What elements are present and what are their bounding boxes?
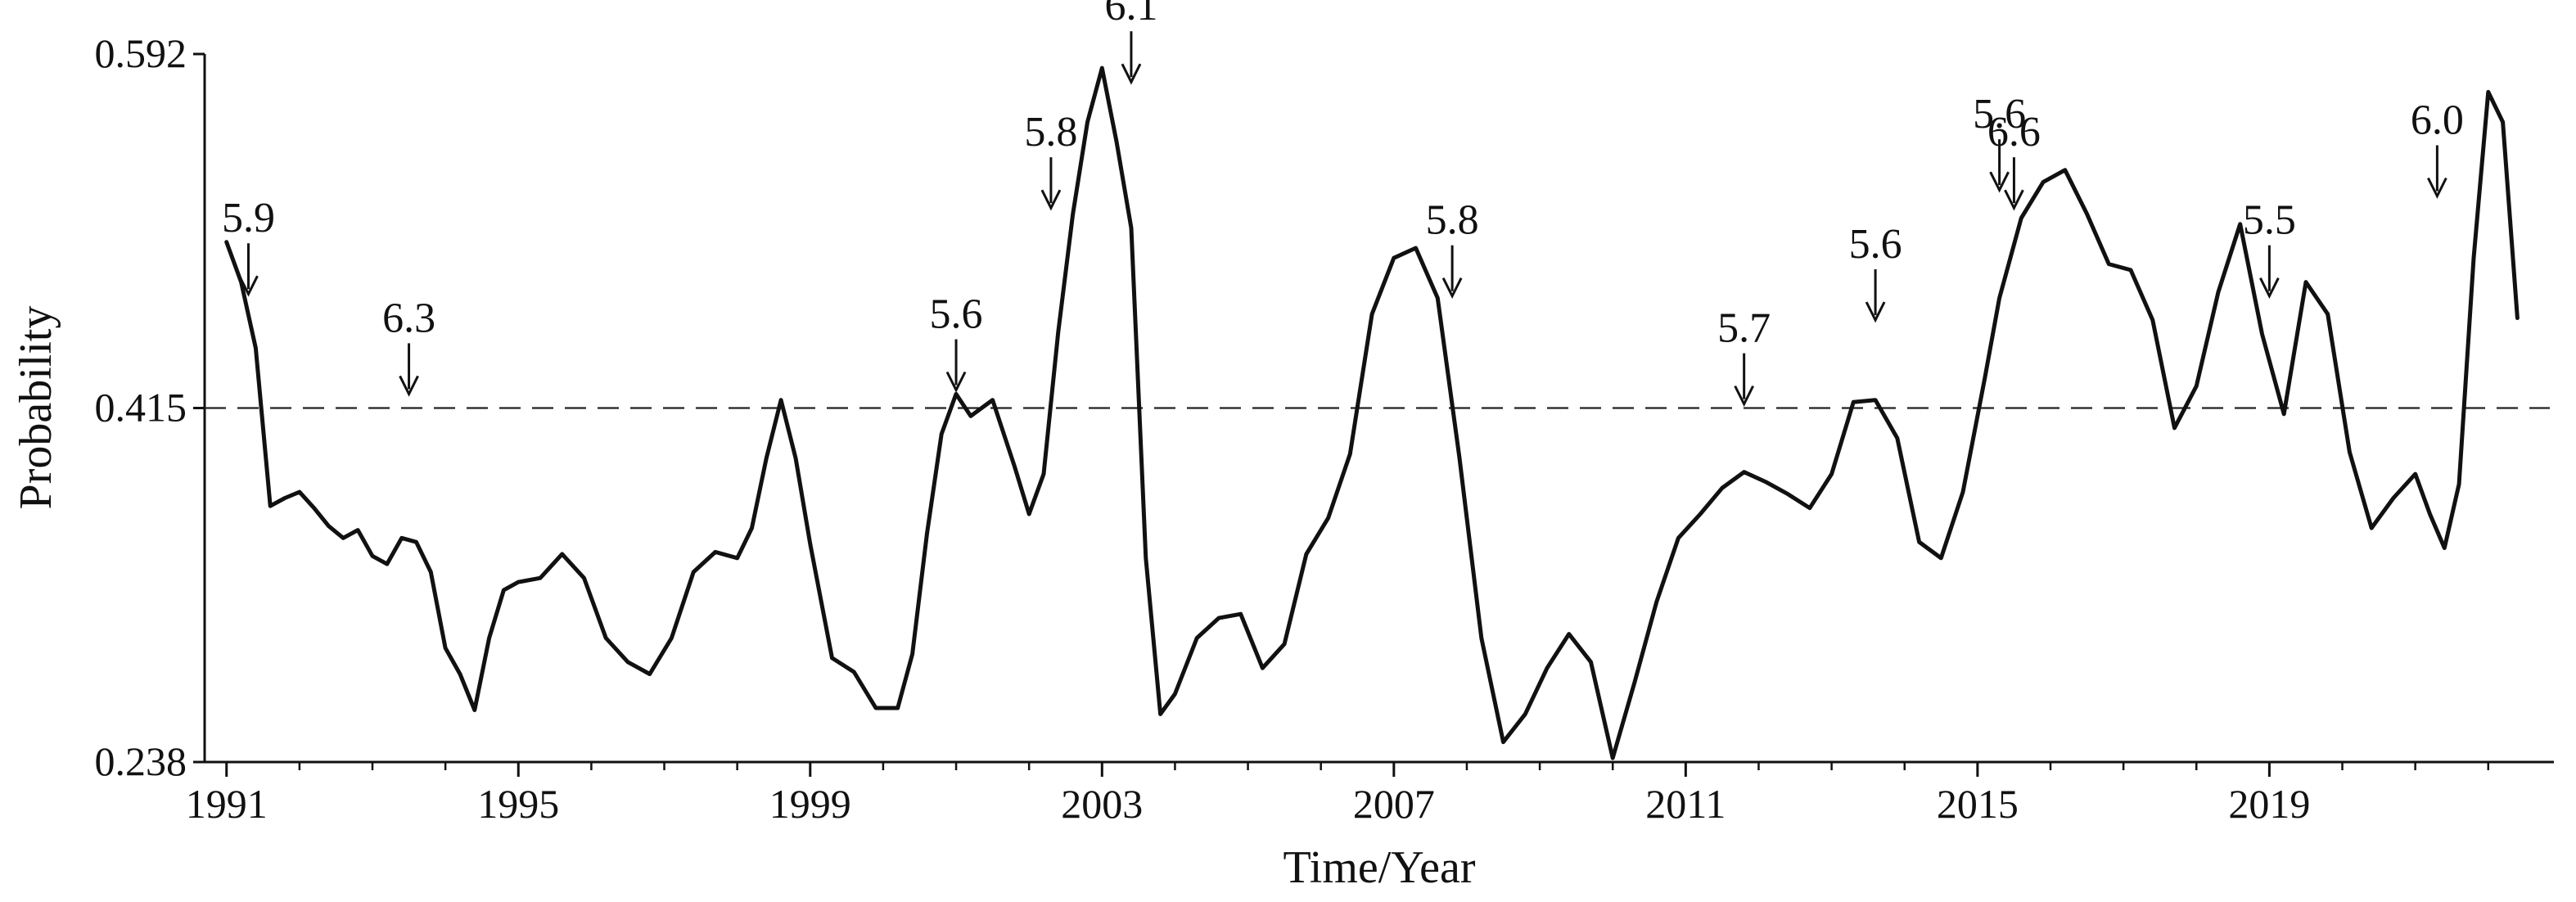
- x-tick-label: 2011: [1645, 781, 1726, 827]
- probability-series-line: [224, 65, 2520, 760]
- annotation-8: 5.6: [1973, 91, 2026, 193]
- y-axis-ticks: 0.238 0.415 0.592: [95, 30, 205, 784]
- annotation-arrow-head: [1441, 277, 1463, 300]
- annotation-arrow-head: [1865, 301, 1886, 323]
- annotation-label: 5.8: [1024, 109, 1077, 156]
- annotation-arrow-head: [1121, 63, 1142, 85]
- y-axis-title: Probability: [11, 306, 61, 510]
- annotation-arrow-head: [1734, 385, 1754, 407]
- annotation-7: 5.6: [1849, 221, 1902, 323]
- annotation-arrow-head: [2004, 189, 2024, 211]
- annotation-arrow-head: [2427, 177, 2447, 199]
- y-tick-label: 0.238: [95, 738, 187, 784]
- annotation-arrow-head: [2259, 277, 2280, 300]
- annotation-arrow-head: [945, 371, 967, 393]
- annotation-label: 5.5: [2243, 197, 2296, 244]
- y-tick-label: 0.592: [95, 30, 187, 76]
- annotation-label: 5.6: [930, 291, 983, 338]
- annotation-arrow-head: [1989, 171, 2010, 193]
- x-tick-label: 2015: [1937, 781, 2019, 827]
- annotation-4: 6.1: [1104, 0, 1157, 85]
- annotation-label: 6.0: [2411, 97, 2464, 143]
- x-tick-label: 1995: [477, 781, 559, 827]
- x-axis-ticks: 1991 1995 1999 2003 2007 2011 2015 2019: [186, 762, 2490, 827]
- annotation-arrow-head: [399, 375, 419, 397]
- annotation-3: 5.8: [1024, 109, 1077, 211]
- annotation-label: 5.7: [1717, 305, 1771, 352]
- annotation-markers: 5.96.3 5.65.86.15.85.75.65.66.65.56.0: [222, 0, 2464, 407]
- annotation-2: 5.6: [930, 291, 983, 393]
- annotation-arrow-head: [238, 275, 259, 297]
- annotation-label: 6.1: [1104, 0, 1157, 29]
- annotation-0: 5.9: [222, 195, 275, 297]
- annotation-label: 6.6: [1987, 109, 2041, 156]
- x-tick-label: 1999: [769, 781, 851, 827]
- x-tick-label: 2003: [1061, 781, 1143, 827]
- annotation-label: 6.3: [382, 295, 435, 341]
- x-tick-label: 2019: [2228, 781, 2310, 827]
- annotation-6: 5.7: [1717, 305, 1771, 407]
- x-axis-title: Time/Year: [1283, 842, 1476, 893]
- annotation-9: 6.6: [1987, 109, 2041, 211]
- annotation-1: 6.3: [382, 295, 435, 397]
- annotation-label: 5.8: [1426, 197, 1479, 244]
- annotation-arrow-head: [1040, 189, 1062, 211]
- annotation-label: 5.6: [1849, 221, 1902, 268]
- y-tick-label: 0.415: [95, 385, 187, 431]
- annotation-label: 5.9: [222, 195, 275, 241]
- annotation-5: 5.8: [1426, 197, 1479, 300]
- annotation-10: 5.5: [2243, 197, 2296, 300]
- annotation-11: 6.0: [2411, 97, 2464, 199]
- x-tick-label: 2007: [1353, 781, 1435, 827]
- annotation-label: 5.6: [1973, 91, 2026, 138]
- x-tick-label: 1991: [186, 781, 268, 827]
